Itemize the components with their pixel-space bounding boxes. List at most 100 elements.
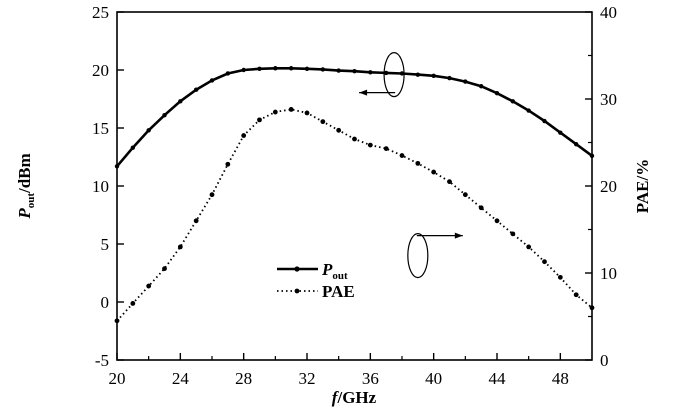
data-point-pout: [352, 68, 357, 74]
data-point-pae: [462, 192, 468, 198]
annotation-arrow-head: [454, 232, 463, 239]
data-point-pout: [478, 84, 484, 89]
y-left-tick-label: 15: [92, 119, 109, 138]
y-right-tick-label: 10: [600, 264, 617, 283]
data-point-pout: [304, 66, 310, 72]
y-right-tick-label: 20: [600, 177, 617, 196]
data-point-pout: [336, 68, 341, 73]
curve-annotations: [359, 52, 463, 279]
x-tick-label: 48: [552, 369, 569, 388]
y-left-tick-label: 0: [101, 293, 110, 312]
data-point-pae: [367, 142, 373, 148]
data-point-pout: [320, 67, 326, 72]
legend-marker-pae: [294, 288, 300, 294]
data-point-pout: [130, 145, 136, 150]
data-point-pae: [526, 244, 532, 250]
x-tick-label: 32: [299, 369, 316, 388]
data-point-pout: [447, 75, 452, 81]
data-point-pae: [241, 133, 247, 138]
legend: Pout PAE: [270, 258, 374, 310]
data-point-pae: [573, 292, 579, 298]
data-point-pae: [114, 318, 120, 324]
data-point-pout: [526, 108, 531, 113]
data-point-pae: [478, 205, 484, 211]
data-point-pae: [589, 305, 595, 311]
data-point-pae: [304, 110, 310, 116]
data-point-pae: [542, 259, 547, 265]
data-point-pout: [288, 66, 294, 71]
data-point-pae: [130, 301, 136, 306]
data-point-pae: [494, 218, 500, 224]
data-series: [114, 66, 595, 324]
x-tick-label: 20: [109, 369, 126, 388]
data-point-pae: [288, 107, 294, 112]
data-point-pout: [273, 66, 278, 71]
data-point-pout: [589, 153, 595, 159]
data-point-pae: [447, 179, 452, 185]
annotation-arrow-head: [359, 89, 368, 96]
data-point-pout: [573, 142, 579, 147]
data-point-pae: [320, 119, 326, 125]
data-point-pout: [542, 118, 547, 124]
annotation-ellipse: [407, 233, 429, 279]
y-left-tick-label: 10: [92, 177, 109, 196]
x-tick-label: 40: [425, 369, 442, 388]
data-point-pae: [146, 283, 152, 289]
data-point-pae: [352, 136, 357, 142]
y-axis-right-title: PAE/%: [633, 159, 652, 213]
data-point-pout: [415, 72, 421, 77]
annotation-ellipse: [383, 52, 405, 98]
x-tick-label: 28: [235, 369, 252, 388]
data-point-pout: [368, 70, 373, 75]
x-axis-title: f/GHz: [332, 388, 377, 407]
data-point-pout: [494, 91, 500, 96]
series-line-pout: [116, 67, 593, 168]
data-point-pae: [209, 192, 215, 198]
data-point-pae: [336, 127, 342, 133]
data-point-pout: [257, 66, 262, 72]
data-point-pae: [557, 274, 563, 280]
data-point-pout: [225, 71, 231, 76]
data-point-pout: [383, 70, 389, 76]
legend-marker-pout: [294, 266, 300, 272]
data-point-pae: [415, 160, 421, 166]
y-left-tick-label: 5: [101, 235, 110, 254]
data-point-pout: [178, 99, 183, 104]
x-tick-label: 44: [489, 369, 507, 388]
data-point-pae: [162, 266, 167, 272]
data-point-pae: [193, 218, 199, 224]
x-tick-label: 36: [362, 369, 379, 388]
data-point-pae: [510, 231, 516, 237]
legend-label-pout: Pout: [321, 260, 348, 282]
data-point-pout: [114, 164, 120, 169]
legend-label-pae: PAE: [322, 282, 355, 301]
data-point-pout: [510, 99, 516, 104]
data-point-pout: [463, 79, 468, 84]
y-right-tick-label: 0: [600, 351, 609, 370]
data-point-pae: [257, 117, 262, 123]
axis-ticks: 20 24 28 32 36 40 44 48 -5 0 5 10 15 20 25 0 10 20 30 40: [92, 3, 617, 388]
data-point-pout: [399, 71, 405, 76]
data-point-pae: [177, 244, 183, 250]
x-tick-label: 24: [172, 369, 190, 388]
data-point-pout: [209, 78, 215, 83]
y-right-tick-label: 30: [600, 90, 617, 109]
y-left-tick-label: 20: [92, 61, 109, 80]
y-left-tick-label: 25: [92, 3, 109, 22]
data-point-pae: [383, 146, 389, 151]
data-point-pae: [272, 109, 278, 115]
y-left-tick-label: -5: [95, 351, 109, 370]
data-point-pae: [431, 169, 437, 175]
data-point-pout: [162, 113, 167, 118]
data-point-pout: [558, 130, 563, 135]
data-point-pout: [146, 128, 151, 133]
data-point-pout: [431, 73, 436, 79]
legend-background: [270, 258, 374, 310]
y-axis-left-title: Pout/dBm: [15, 153, 37, 219]
data-point-pae: [225, 161, 231, 167]
data-point-pout: [241, 67, 246, 73]
y-right-tick-label: 40: [600, 3, 617, 22]
data-point-pout: [193, 87, 199, 92]
data-point-pae: [399, 153, 405, 158]
